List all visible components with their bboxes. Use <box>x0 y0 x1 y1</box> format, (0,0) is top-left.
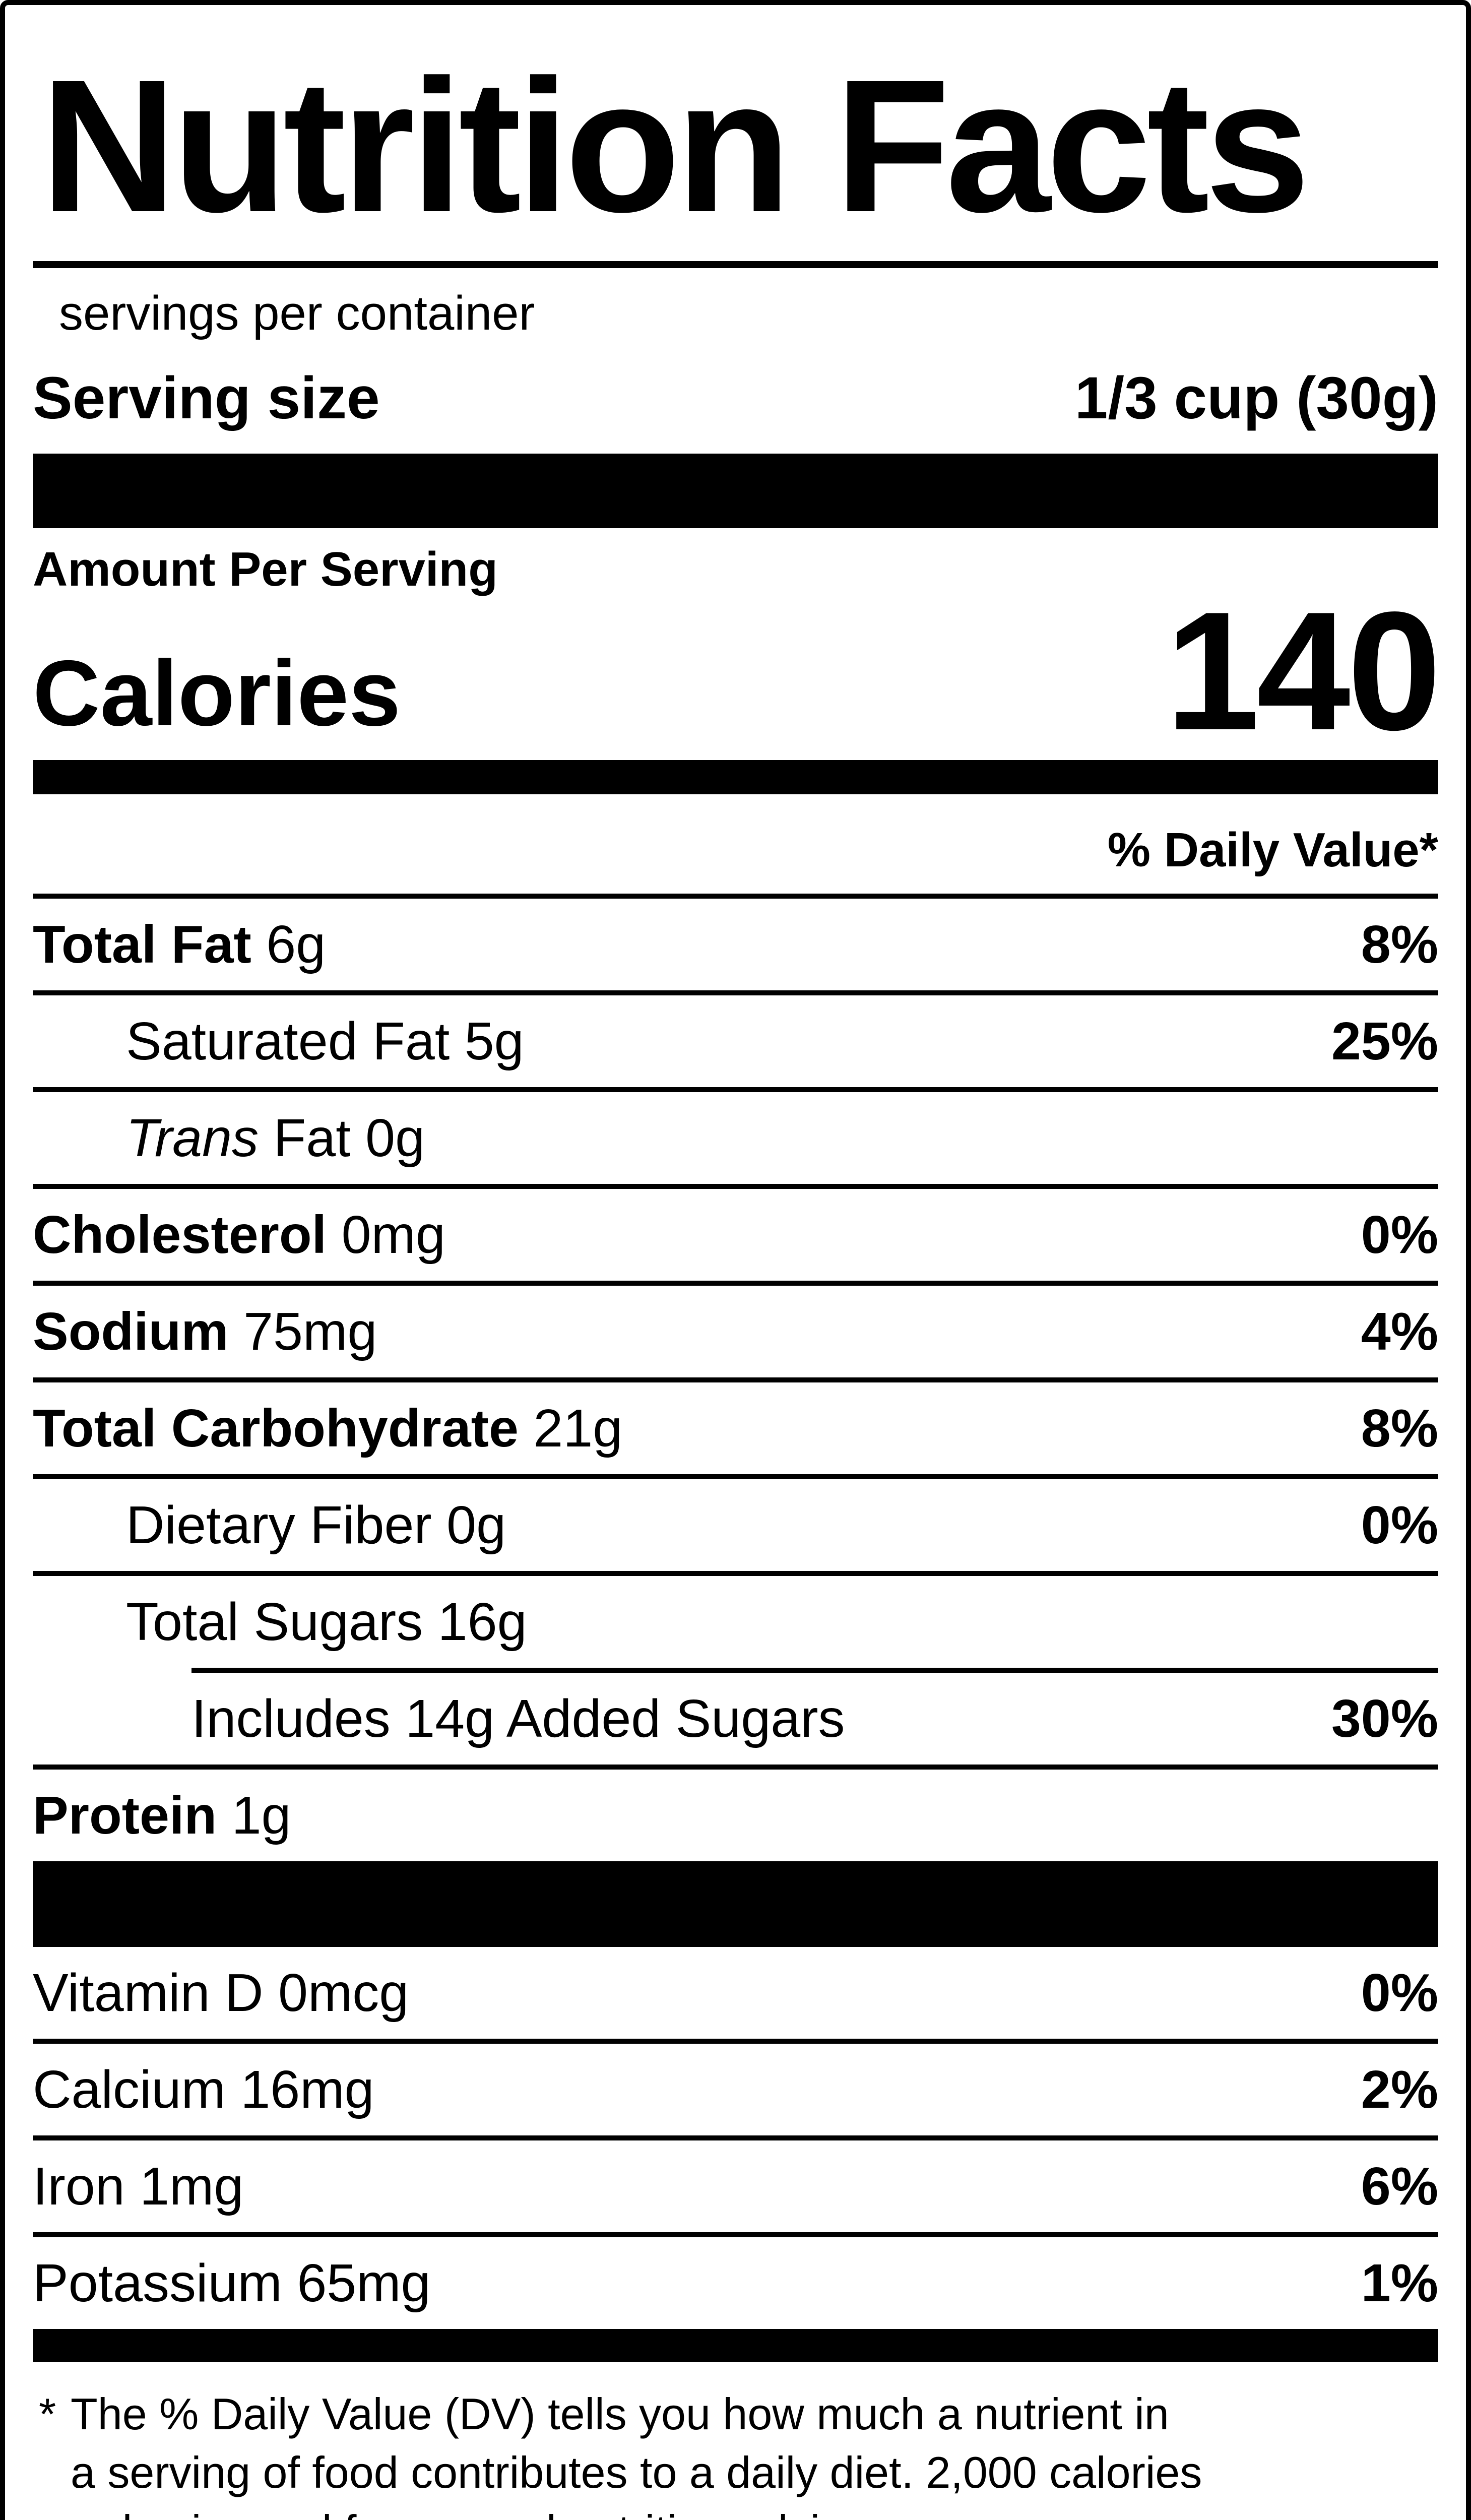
nutrient-dv: 25% <box>1331 1012 1438 1071</box>
vitamin-name: Iron <box>33 2157 125 2216</box>
vitamin-name: Potassium <box>33 2253 282 2313</box>
nutrient-dv: 30% <box>1331 1689 1438 1748</box>
nutrient-amount: 16g <box>437 1592 527 1652</box>
calories-row: Calories 140 <box>33 577 1441 765</box>
nutrient-amount: 5g <box>464 1012 524 1071</box>
footnote-line: a serving of food contributes to a daily… <box>71 2447 1202 2497</box>
row-divider <box>33 894 1438 899</box>
thick-bar-2 <box>33 760 1438 794</box>
nutrient-amount: 6g <box>266 915 326 974</box>
vitamin-row-vitamin-d: Vitamin D 0mcg 0% <box>33 1947 1438 2039</box>
vitamin-amount: 65mg <box>297 2253 431 2313</box>
row-divider <box>33 1377 1438 1382</box>
nutrient-name: Fat <box>273 1108 351 1168</box>
nutrient-amount: 0mg <box>341 1205 445 1265</box>
row-divider <box>33 1571 1438 1576</box>
nutrient-dv: 8% <box>1361 915 1438 974</box>
calories-label: Calories <box>33 642 401 745</box>
row-divider <box>33 2135 1438 2140</box>
vitamin-dv: 2% <box>1361 2060 1438 2119</box>
nutrient-dv: 0% <box>1361 1495 1438 1555</box>
nutrient-amount: 21g <box>533 1399 623 1458</box>
footnote-line: The % Daily Value (DV) tells you how muc… <box>71 2389 1169 2439</box>
thick-bar-4 <box>33 2329 1438 2362</box>
vitamin-dv: 1% <box>1361 2253 1438 2313</box>
nutrient-name: Total Fat <box>33 915 251 974</box>
nutrient-name: Total Carbohydrate <box>33 1399 519 1458</box>
nutrient-row-sodium: Sodium 75mg 4% <box>33 1286 1438 1377</box>
vitamin-dv: 0% <box>1361 1963 1438 2023</box>
thick-bar-3 <box>33 1861 1438 1947</box>
label-title: Nutrition Facts <box>40 41 1310 251</box>
nutrient-name: Sodium <box>33 1302 229 1361</box>
nutrient-amount: 0g <box>365 1108 425 1168</box>
vitamin-name: Calcium <box>33 2060 226 2119</box>
nutrient-row-cholesterol: Cholesterol 0mg 0% <box>33 1189 1438 1281</box>
nutrient-name: Dietary Fiber <box>126 1495 432 1555</box>
daily-value-header: % Daily Value* <box>1107 823 1438 877</box>
vitamin-row-calcium: Calcium 16mg 2% <box>33 2044 1438 2135</box>
vitamin-amount: 16mg <box>240 2060 374 2119</box>
row-divider <box>33 2232 1438 2237</box>
thick-bar-1 <box>33 454 1438 528</box>
nutrient-name: Includes 14g Added Sugars <box>191 1689 845 1748</box>
vitamin-row-potassium: Potassium 65mg 1% <box>33 2237 1438 2329</box>
nutrient-name: Saturated Fat <box>126 1012 450 1071</box>
row-divider <box>33 1087 1438 1092</box>
nutrient-amount: 75mg <box>243 1302 377 1361</box>
vitamin-amount: 0mcg <box>278 1963 409 2023</box>
vitamin-name: Vitamin D <box>33 1963 264 2023</box>
row-divider <box>33 990 1438 995</box>
nutrient-row-total-sugars: Total Sugars 16g <box>33 1576 1438 1668</box>
row-divider <box>33 1281 1438 1286</box>
nutrient-name: Cholesterol <box>33 1205 327 1265</box>
nutrient-name-italic: Trans <box>126 1108 259 1168</box>
vitamin-dv: 6% <box>1361 2157 1438 2216</box>
vitamin-amount: 1mg <box>140 2157 244 2216</box>
nutrient-name: Total Sugars <box>126 1592 423 1652</box>
serving-size-value: 1/3 cup (30g) <box>1074 365 1438 431</box>
nutrient-name: Protein <box>33 1786 217 1845</box>
nutrient-row-added-sugars: Includes 14g Added Sugars 30% <box>33 1673 1438 1765</box>
nutrient-dv: 4% <box>1361 1302 1438 1361</box>
row-divider <box>33 1474 1438 1479</box>
footnote: * The % Daily Value (DV) tells you how m… <box>33 2385 1438 2520</box>
nutrient-row-protein: Protein 1g <box>33 1770 1438 1861</box>
nutrient-amount: 0g <box>446 1495 506 1555</box>
nutrient-dv: 0% <box>1361 1205 1438 1265</box>
title-divider <box>33 261 1438 268</box>
row-divider <box>33 1184 1438 1189</box>
calories-value: 140 <box>1166 577 1441 765</box>
nutrient-row-trans-fat: Trans Fat 0g <box>33 1092 1438 1184</box>
nutrient-row-dietary-fiber: Dietary Fiber 0g 0% <box>33 1479 1438 1571</box>
nutrient-dv: 8% <box>1361 1399 1438 1458</box>
nutrient-row-total-carbohydrate: Total Carbohydrate 21g 8% <box>33 1382 1438 1474</box>
footnote-line: a day is used for general nutrition advi… <box>71 2502 1438 2520</box>
nutrient-row-saturated-fat: Saturated Fat 5g 25% <box>33 995 1438 1087</box>
nutrient-amount: 1g <box>231 1786 291 1845</box>
row-divider <box>33 2039 1438 2044</box>
row-divider <box>33 1765 1438 1770</box>
footnote-marker: * <box>39 2389 56 2439</box>
vitamin-row-iron: Iron 1mg 6% <box>33 2140 1438 2232</box>
serving-size-label: Serving size <box>33 365 380 431</box>
indented-divider <box>191 1668 1438 1673</box>
serving-size-row: Serving size 1/3 cup (30g) <box>33 363 1438 433</box>
nutrient-row-total-fat: Total Fat 6g 8% <box>33 899 1438 990</box>
amount-per-serving-label: Amount Per Serving <box>33 542 498 596</box>
servings-per-container-text: servings per container <box>59 286 535 340</box>
